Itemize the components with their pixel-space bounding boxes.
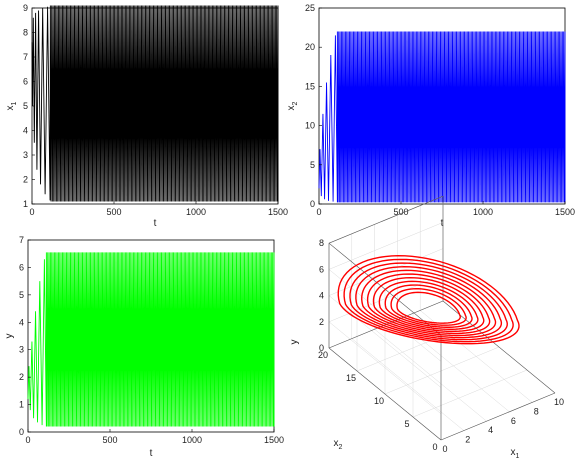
- x1-tick-label: 0: [442, 444, 447, 454]
- y-tick-label: 4: [19, 317, 24, 327]
- x1-tick-label: 2: [465, 435, 470, 445]
- series-x1: [31, 5, 279, 202]
- x-axis-label: t: [154, 218, 157, 229]
- y-axis-label: x1: [5, 101, 18, 110]
- grid-line: [384, 346, 500, 395]
- attractor-loop: [390, 287, 467, 326]
- x2-tick-label: 0: [432, 442, 437, 452]
- y-tick-label: 6: [23, 77, 28, 87]
- y-axis-label: y: [4, 334, 15, 339]
- y-tick-label-3d: 8: [319, 238, 324, 248]
- x-tick-label: 0: [25, 435, 30, 445]
- x-axis-label: t: [441, 218, 444, 229]
- x1-tick-label: 8: [534, 406, 539, 416]
- x2-tick-label: 5: [404, 419, 409, 429]
- panel-x1-time: 0 500 1000 1500 1 2 3 4 5 6 7 8 9 t x1: [5, 3, 288, 229]
- y-axis-label: x2: [286, 101, 299, 110]
- x-tick-label: 500: [393, 207, 408, 217]
- series-y: [27, 252, 275, 427]
- y-tick-label: 0: [19, 427, 24, 437]
- attractor-loop: [343, 258, 514, 343]
- attractor-loop: [384, 284, 473, 328]
- x-tick-label: 0: [29, 207, 34, 217]
- box-edge: [328, 347, 442, 441]
- y-tick-label: 2: [19, 372, 24, 382]
- panel-x2-time: 0 500 1000 1500 0 5 10 15 20 25 t x2: [286, 3, 575, 229]
- attractor-loop: [355, 266, 503, 339]
- attractor-loop: [378, 280, 479, 331]
- y-tick-label-3d: 6: [319, 264, 324, 274]
- attractor-loop: [372, 276, 485, 333]
- series-line: [318, 31, 566, 203]
- y-tick-label: 5: [19, 290, 24, 300]
- grid-line: [328, 248, 444, 296]
- panel-y-time: 0 500 1000 1500 0 1 2 3 4 5 6 7 t y: [4, 235, 284, 459]
- box-edge: [440, 392, 556, 441]
- x-tick-label: 1500: [264, 435, 284, 445]
- box-edge: [442, 300, 556, 394]
- grid-line: [412, 369, 528, 418]
- attractor-loop: [361, 269, 497, 337]
- grid-line: [328, 321, 442, 414]
- y-tick-label: 20: [305, 42, 315, 52]
- x2-axis-label: x2: [334, 438, 343, 451]
- y-tick-label: 25: [305, 3, 315, 13]
- y-tick-label-3d: 0: [319, 343, 324, 353]
- x1-tick-label: 6: [511, 416, 516, 426]
- y-tick-label: 15: [305, 81, 315, 91]
- attractor-loop: [349, 262, 508, 341]
- series-attractor: [337, 255, 520, 345]
- y-tick-label: 2: [23, 175, 28, 185]
- x-tick-label: 0: [316, 207, 321, 217]
- y-tick-label: 0: [310, 199, 315, 209]
- x-tick-label: 1000: [473, 207, 493, 217]
- axes-ticks: 0 500 1000 1500 0 5 10 15 20 25: [305, 3, 575, 217]
- series-line: [31, 5, 279, 202]
- x-axis-label: t: [150, 448, 153, 459]
- x-tick-label: 1000: [182, 435, 202, 445]
- axes-ticks: 0 500 1000 1500 1 2 3 4 5 6 7 8 9: [23, 3, 288, 217]
- y-tick-label: 8: [23, 28, 28, 38]
- y-tick-label: 7: [23, 52, 28, 62]
- grid-line: [328, 222, 444, 270]
- attractor-loop: [396, 291, 461, 324]
- y-tick-label: 10: [305, 121, 315, 131]
- x-tick-label: 500: [106, 207, 121, 217]
- x1-tick-label: 4: [488, 425, 493, 435]
- grid-line: [328, 295, 442, 388]
- attractor-loop: [337, 255, 520, 345]
- y-tick-label: 9: [23, 3, 28, 13]
- y-axis-label-3d: y: [289, 340, 300, 345]
- series-x2: [318, 31, 566, 203]
- series-line: [27, 252, 275, 427]
- x-tick-label: 1500: [268, 207, 288, 217]
- axes-ticks: 0 500 1000 1500 0 1 2 3 4 5 6 7: [19, 235, 284, 445]
- x-tick-label: 1000: [186, 207, 206, 217]
- y-tick-label-3d: 4: [319, 291, 324, 301]
- x1-axis-label: x1: [511, 447, 520, 460]
- x-tick-label: 1500: [555, 207, 575, 217]
- y-tick-label: 1: [23, 199, 28, 209]
- x-tick-label: 500: [102, 435, 117, 445]
- y-tick-label: 7: [19, 235, 24, 245]
- x2-tick-label: 10: [374, 396, 384, 406]
- x1-tick-label: 10: [554, 397, 564, 407]
- y-tick-label: 3: [19, 345, 24, 355]
- y-tick-label: 4: [23, 126, 28, 136]
- y-tick-label: 1: [19, 400, 24, 410]
- y-tick-label: 3: [23, 150, 28, 160]
- y-tick-label: 6: [19, 262, 24, 272]
- x2-tick-label: 15: [346, 373, 356, 383]
- y-tick-label: 5: [310, 160, 315, 170]
- y-tick-label-3d: 2: [319, 317, 324, 327]
- y-tick-label: 5: [23, 101, 28, 111]
- x2-tick-label: 20: [318, 350, 328, 360]
- box-edge: [328, 195, 444, 244]
- attractor-loop: [366, 273, 491, 335]
